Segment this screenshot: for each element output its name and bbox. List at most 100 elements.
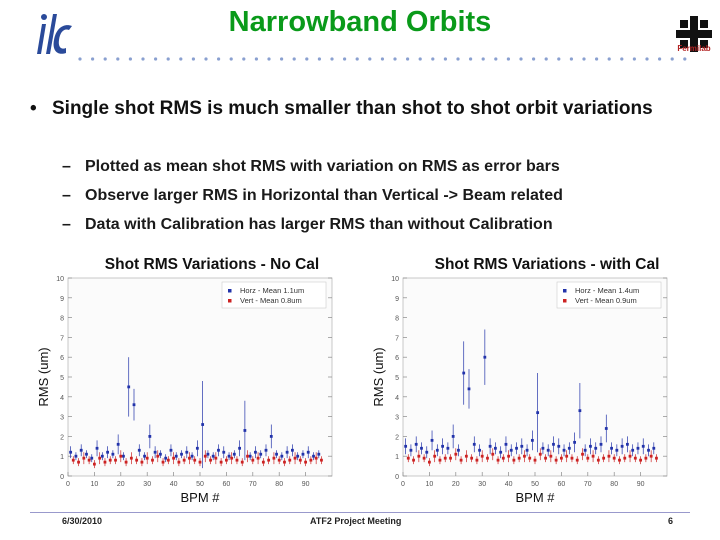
chart-with-cal: Shot RMS Variations - with Cal 0 1 2 3 4 5 6 7 8 9…: [365, 250, 705, 510]
data-point: [425, 450, 429, 454]
data-point: [232, 452, 236, 456]
y-tick-label: 8: [60, 316, 64, 323]
x-tick-label: 0: [401, 481, 405, 488]
data-point: [430, 438, 434, 442]
data-point: [148, 435, 152, 438]
data-point: [217, 448, 220, 452]
data-point: [470, 456, 474, 460]
data-point: [578, 409, 582, 413]
y-tick-label: 4: [395, 395, 399, 402]
y-tick-label: 6: [60, 355, 64, 362]
data-point: [641, 444, 645, 448]
data-point: [317, 452, 321, 456]
chart-title: Shot RMS Variations - No Cal: [105, 256, 319, 273]
data-point: [182, 458, 186, 462]
data-point: [129, 456, 133, 460]
data-point: [615, 448, 619, 452]
x-tick-label: 40: [505, 481, 513, 488]
data-point: [248, 454, 252, 458]
data-point: [209, 458, 212, 462]
data-point: [111, 452, 115, 456]
y-tick-label: 9: [60, 296, 64, 303]
legend-marker: [228, 289, 232, 293]
data-point: [652, 446, 656, 450]
data-point: [586, 456, 590, 460]
data-point: [143, 454, 146, 458]
legend-marker: [563, 299, 567, 303]
data-point: [623, 456, 627, 460]
legend-box: [556, 281, 662, 309]
data-point: [74, 454, 78, 458]
data-point: [153, 450, 157, 454]
y-tick-label: 1: [395, 454, 399, 461]
data-point: [159, 452, 162, 456]
y-tick-label: 1: [60, 454, 64, 461]
data-point: [71, 458, 75, 462]
x-tick-label: 30: [143, 481, 151, 488]
data-point: [565, 454, 569, 458]
data-point: [557, 444, 561, 448]
data-point: [314, 456, 318, 460]
data-point: [581, 452, 584, 456]
data-point: [119, 454, 123, 458]
data-point: [283, 460, 286, 464]
x-tick-label: 90: [302, 481, 310, 488]
data-point: [306, 450, 310, 454]
data-point: [599, 442, 603, 446]
data-point: [420, 446, 423, 450]
legend-marker: [228, 299, 232, 303]
data-point: [203, 454, 207, 458]
data-point: [464, 454, 468, 458]
data-point: [79, 448, 83, 452]
y-tick-label: 10: [391, 276, 399, 283]
series-vertical: [406, 448, 658, 467]
x-tick-label: 60: [558, 481, 566, 488]
data-point: [238, 446, 241, 450]
legend-marker: [563, 289, 567, 293]
data-point: [422, 456, 426, 460]
legend-label: Vert - Mean 0.8um: [240, 296, 302, 305]
data-point: [137, 448, 141, 452]
x-tick-label: 80: [610, 481, 618, 488]
fermilab-logo: [676, 16, 712, 52]
series-vertical: [71, 450, 323, 469]
data-point: [428, 460, 431, 464]
data-point: [446, 446, 450, 450]
data-point: [494, 446, 497, 450]
data-point: [230, 456, 234, 460]
data-point: [507, 454, 510, 458]
data-point: [211, 454, 215, 458]
data-point: [100, 454, 104, 458]
data-point: [164, 456, 168, 460]
data-point: [206, 452, 210, 456]
data-point: [219, 460, 223, 464]
data-point: [610, 446, 613, 450]
data-point: [235, 458, 239, 462]
data-point: [169, 448, 173, 452]
data-point: [69, 450, 73, 454]
sub-bullet-text: Plotted as mean shot RMS with variation …: [85, 158, 560, 175]
data-point: [644, 456, 648, 460]
x-tick-label: 70: [249, 481, 257, 488]
y-tick-label: 7: [60, 335, 64, 342]
data-point: [631, 448, 635, 452]
y-tick-label: 3: [60, 415, 64, 422]
data-point: [320, 458, 323, 462]
data-point: [523, 454, 526, 458]
data-point: [406, 456, 410, 460]
data-point: [441, 444, 444, 448]
data-point: [288, 458, 292, 462]
y-tick-label: 4: [60, 395, 64, 402]
data-point: [499, 450, 503, 454]
y-tick-label: 6: [395, 355, 399, 362]
data-point: [536, 411, 540, 415]
data-point: [251, 458, 255, 462]
data-point: [639, 458, 642, 462]
data-point: [240, 460, 244, 464]
data-point: [201, 423, 205, 426]
x-tick-label: 10: [426, 481, 434, 488]
data-point: [301, 452, 305, 456]
data-point: [647, 448, 650, 452]
data-point: [198, 460, 202, 464]
data-point: [517, 456, 521, 460]
